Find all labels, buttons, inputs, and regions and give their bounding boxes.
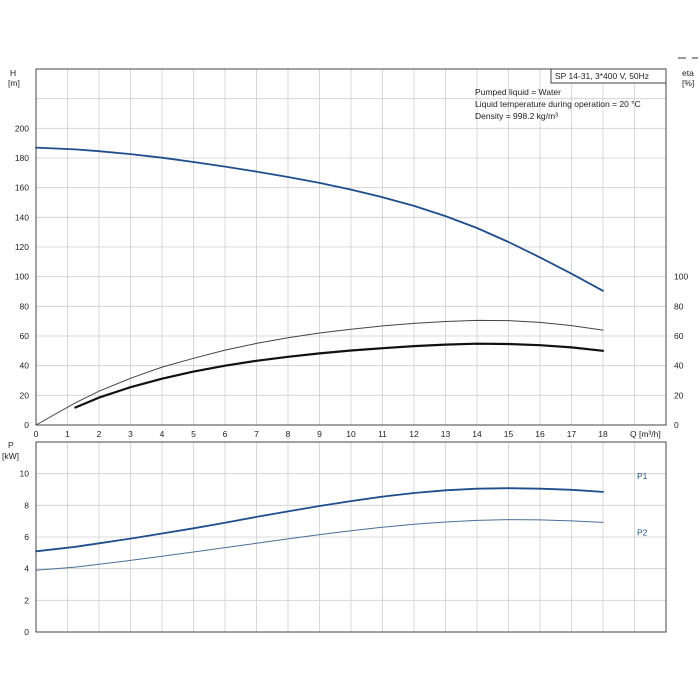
x-tick-label: 10 — [346, 429, 356, 439]
x-tick-label: 16 — [535, 429, 545, 439]
y-tick-label-left: 160 — [15, 183, 29, 193]
y-tick-label-left: 4 — [24, 564, 29, 574]
y-tick-label-left: 10 — [20, 469, 30, 479]
x-tick-label: 9 — [317, 429, 322, 439]
y-tick-label-right: 0 — [674, 420, 679, 430]
chart-note: Density = 998.2 kg/m³ — [475, 111, 558, 121]
power-line-p1 — [35, 487, 604, 553]
x-tick-label: 15 — [504, 429, 514, 439]
y-tick-label-right: 20 — [674, 390, 684, 400]
series-label-p1: P1 — [637, 471, 648, 481]
x-tick-label: 11 — [378, 429, 387, 439]
chart-note: Liquid temperature during operation = 20… — [475, 99, 641, 109]
y-tick-label-left: 200 — [15, 123, 29, 133]
title-box — [550, 68, 667, 84]
y-axis-unit-m: [m] — [8, 78, 20, 88]
x-tick-label: 13 — [441, 429, 451, 439]
series-label-p2: P2 — [637, 527, 648, 537]
power-line-p2 — [35, 519, 604, 571]
curve-line-1 — [35, 319, 604, 426]
x-tick-label: 3 — [128, 429, 133, 439]
y-tick-label-left: 40 — [20, 361, 30, 371]
x-tick-label: 6 — [223, 429, 228, 439]
y-tick-label-left: 120 — [15, 242, 29, 252]
x-tick-label: 18 — [598, 429, 608, 439]
curves — [35, 146, 605, 571]
curve-line-2 — [74, 342, 605, 409]
x-tick-label: 12 — [409, 429, 419, 439]
chart-title: SP 14-31, 3*400 V, 50Hz — [555, 71, 649, 81]
y-tick-label-right: 60 — [674, 331, 684, 341]
x-tick-label: 4 — [160, 429, 165, 439]
y-tick-label-left: 100 — [15, 272, 29, 282]
x-tick-label: 0 — [34, 429, 39, 439]
y-axis-label-p: P — [8, 440, 14, 450]
y-tick-label-left: 180 — [15, 153, 29, 163]
bottom-plot-frame — [35, 441, 667, 633]
x-tick-label: 5 — [191, 429, 196, 439]
y-axis-unit-percent: [%] — [682, 78, 694, 88]
x-tick-label: 7 — [254, 429, 259, 439]
x-axis-label: Q [m³/h] — [630, 429, 661, 439]
y-tick-label-right: 100 — [674, 272, 688, 282]
y-tick-label-right: 40 — [674, 361, 684, 371]
chart-note: Pumped liquid = Water — [475, 87, 561, 97]
y-tick-label-left: 60 — [20, 331, 30, 341]
y-tick-label-left: 2 — [24, 595, 29, 605]
grid — [36, 69, 666, 632]
y-tick-label-left: 140 — [15, 212, 29, 222]
labels: 0204060801001201401601802000204060801000… — [2, 68, 694, 637]
top-plot-frame — [35, 68, 667, 426]
y-tick-label-right: 80 — [674, 301, 684, 311]
y-tick-label-left: 0 — [24, 627, 29, 637]
plot-frames — [35, 68, 667, 633]
y-axis-unit-kw: [kW] — [2, 451, 19, 461]
y-axis-label-eta: eta — [682, 68, 694, 78]
x-tick-label: 2 — [97, 429, 102, 439]
y-tick-label-left: 80 — [20, 301, 30, 311]
y-axis-label-h: H — [10, 68, 16, 78]
x-tick-label: 8 — [286, 429, 291, 439]
y-tick-label-left: 0 — [24, 420, 29, 430]
x-tick-label: 14 — [472, 429, 482, 439]
x-tick-label: 17 — [567, 429, 577, 439]
curve-line-0 — [35, 146, 604, 292]
y-tick-label-left: 6 — [24, 532, 29, 542]
y-tick-label-left: 20 — [20, 390, 30, 400]
y-tick-label-left: 8 — [24, 500, 29, 510]
x-tick-label: 1 — [65, 429, 70, 439]
